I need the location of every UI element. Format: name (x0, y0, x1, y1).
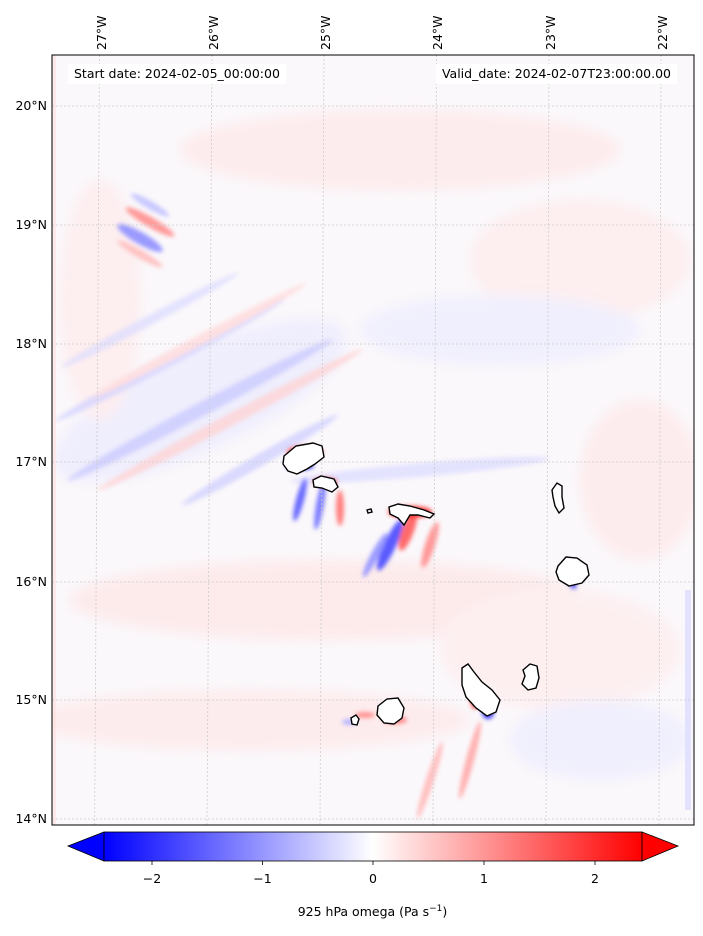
island-outlines (282, 442, 590, 726)
island-sao-nicolau (388, 503, 436, 527)
island-sao-vicente (312, 475, 339, 493)
lat-tick-label: 16°N (15, 574, 47, 589)
colorbar-extend-high (641, 831, 680, 862)
lon-tick-label: 24°W (430, 15, 445, 50)
colorbar-extend-low (66, 831, 105, 862)
start-date-label: Start date: 2024-02-05_00:00:00 (68, 64, 286, 84)
colorbar-gradient (103, 831, 643, 862)
gridlines (52, 54, 694, 826)
colorbar-tick-label: 0 (369, 871, 377, 886)
island-fogo (376, 697, 405, 725)
island-santo-antao (282, 442, 325, 475)
island-santa-luzia (366, 508, 373, 514)
lat-tick-label: 19°N (15, 217, 47, 232)
lat-tick-label: 14°N (15, 811, 47, 826)
lat-tick-labels: 20°N 19°N 18°N 17°N 16°N 15°N 14°N (15, 98, 47, 826)
lon-tick-labels: 27°W 26°W 25°W 24°W 23°W 22°W (94, 15, 670, 50)
colorbar-tick-label: 1 (480, 871, 488, 886)
lon-tick-label: 26°W (206, 15, 221, 50)
map-plot-area (51, 54, 695, 826)
lat-tick-label: 17°N (15, 454, 47, 469)
colorbar-title: 925 hPa omega (Pa s−1) (0, 904, 703, 919)
lon-tick-label: 27°W (94, 15, 109, 50)
lon-tick-label: 25°W (318, 15, 333, 50)
map-frame (51, 54, 695, 826)
omega-field (52, 55, 694, 825)
lon-tick-label: 23°W (543, 15, 558, 50)
island-sal (551, 482, 565, 515)
colorbar-tick-label: −1 (253, 871, 271, 886)
valid-date-label: Valid_date: 2024-02-07T23:00:00.00 (435, 64, 677, 84)
island-boa-vista (555, 556, 590, 587)
colorbar-title-end: ) (442, 904, 448, 920)
colorbar-title-text: 925 hPa omega (Pa s (297, 904, 430, 920)
island-brava (350, 714, 360, 726)
lat-tick-label: 20°N (15, 98, 47, 113)
lon-tick-label: 22°W (655, 15, 670, 50)
lat-tick-label: 15°N (15, 692, 47, 707)
colorbar-title-exponent: −1 (429, 904, 443, 914)
colorbar-tick-label: −2 (143, 871, 161, 886)
island-maio (521, 663, 540, 691)
colorbar: −2 −1 0 1 2 (66, 831, 680, 886)
colorbar-tick-label: 2 (591, 871, 599, 886)
island-santiago (461, 663, 501, 717)
lat-tick-label: 18°N (15, 336, 47, 351)
